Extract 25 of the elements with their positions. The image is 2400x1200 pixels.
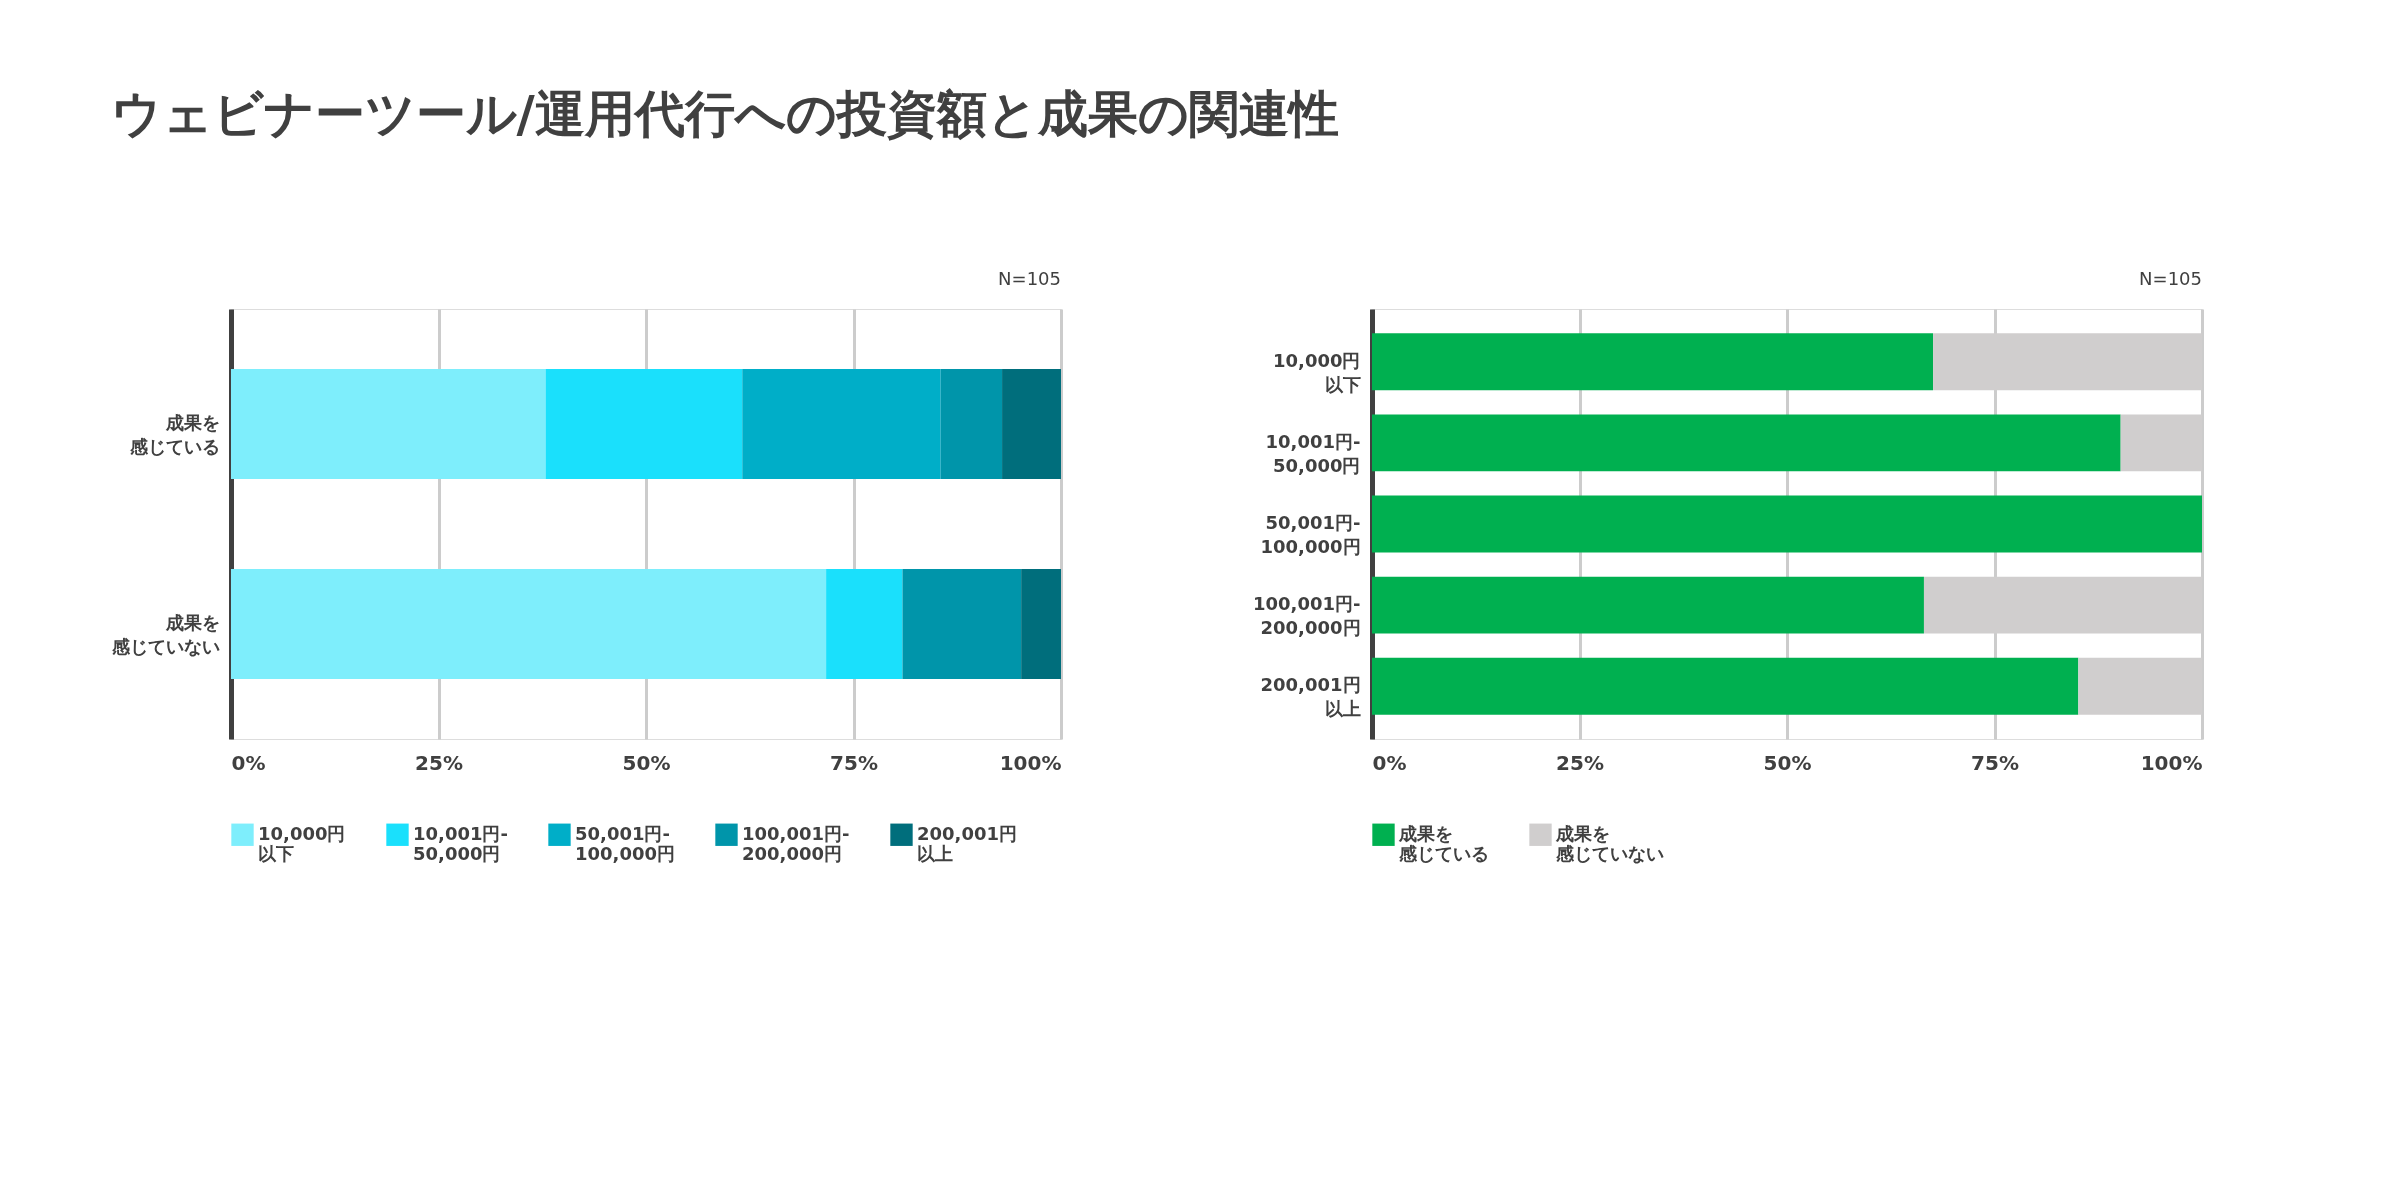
x-tick-label: 75% bbox=[830, 750, 878, 775]
legend-label: 成果を感じていない bbox=[1555, 822, 1664, 864]
text: N=105 bbox=[998, 268, 1061, 289]
x-tick-label: 50% bbox=[622, 750, 671, 775]
legend-label: 10,001円-50,000円 bbox=[413, 822, 508, 864]
chart-title: ウェビナーツール/運用代行への投資額と成果の関連性 bbox=[110, 84, 1339, 143]
x-tick-label: 50% bbox=[1763, 750, 1812, 775]
legend-label: 200,001円以上 bbox=[917, 822, 1017, 864]
legend-label: 成果を感じている bbox=[1398, 822, 1489, 864]
y-tick-label: 100,001円-200,000円 bbox=[1253, 593, 1361, 639]
x-tick-label: 75% bbox=[1971, 750, 2019, 775]
y-tick-label: 10,000円以下 bbox=[1273, 349, 1361, 395]
x-tick-label: 0% bbox=[231, 750, 266, 775]
legend-label: 100,001円-200,000円 bbox=[742, 822, 850, 864]
y-tick-label: 50,001円-100,000円 bbox=[1260, 512, 1361, 557]
x-tick-label: 100% bbox=[2140, 750, 2203, 775]
text: N=105 bbox=[2139, 268, 2202, 289]
x-tick-label: 0% bbox=[1372, 750, 1407, 775]
x-tick-label: 100% bbox=[999, 750, 1062, 775]
legend-label: 50,001円-100,000円 bbox=[575, 822, 675, 864]
y-tick-label: 10,001円-50,000円 bbox=[1265, 430, 1361, 476]
legend-label: 10,000円以下 bbox=[258, 822, 346, 864]
x-tick-label: 25% bbox=[415, 750, 463, 775]
y-tick-label: 200,001円以上 bbox=[1260, 674, 1361, 720]
x-tick-label: 25% bbox=[1556, 750, 1604, 775]
